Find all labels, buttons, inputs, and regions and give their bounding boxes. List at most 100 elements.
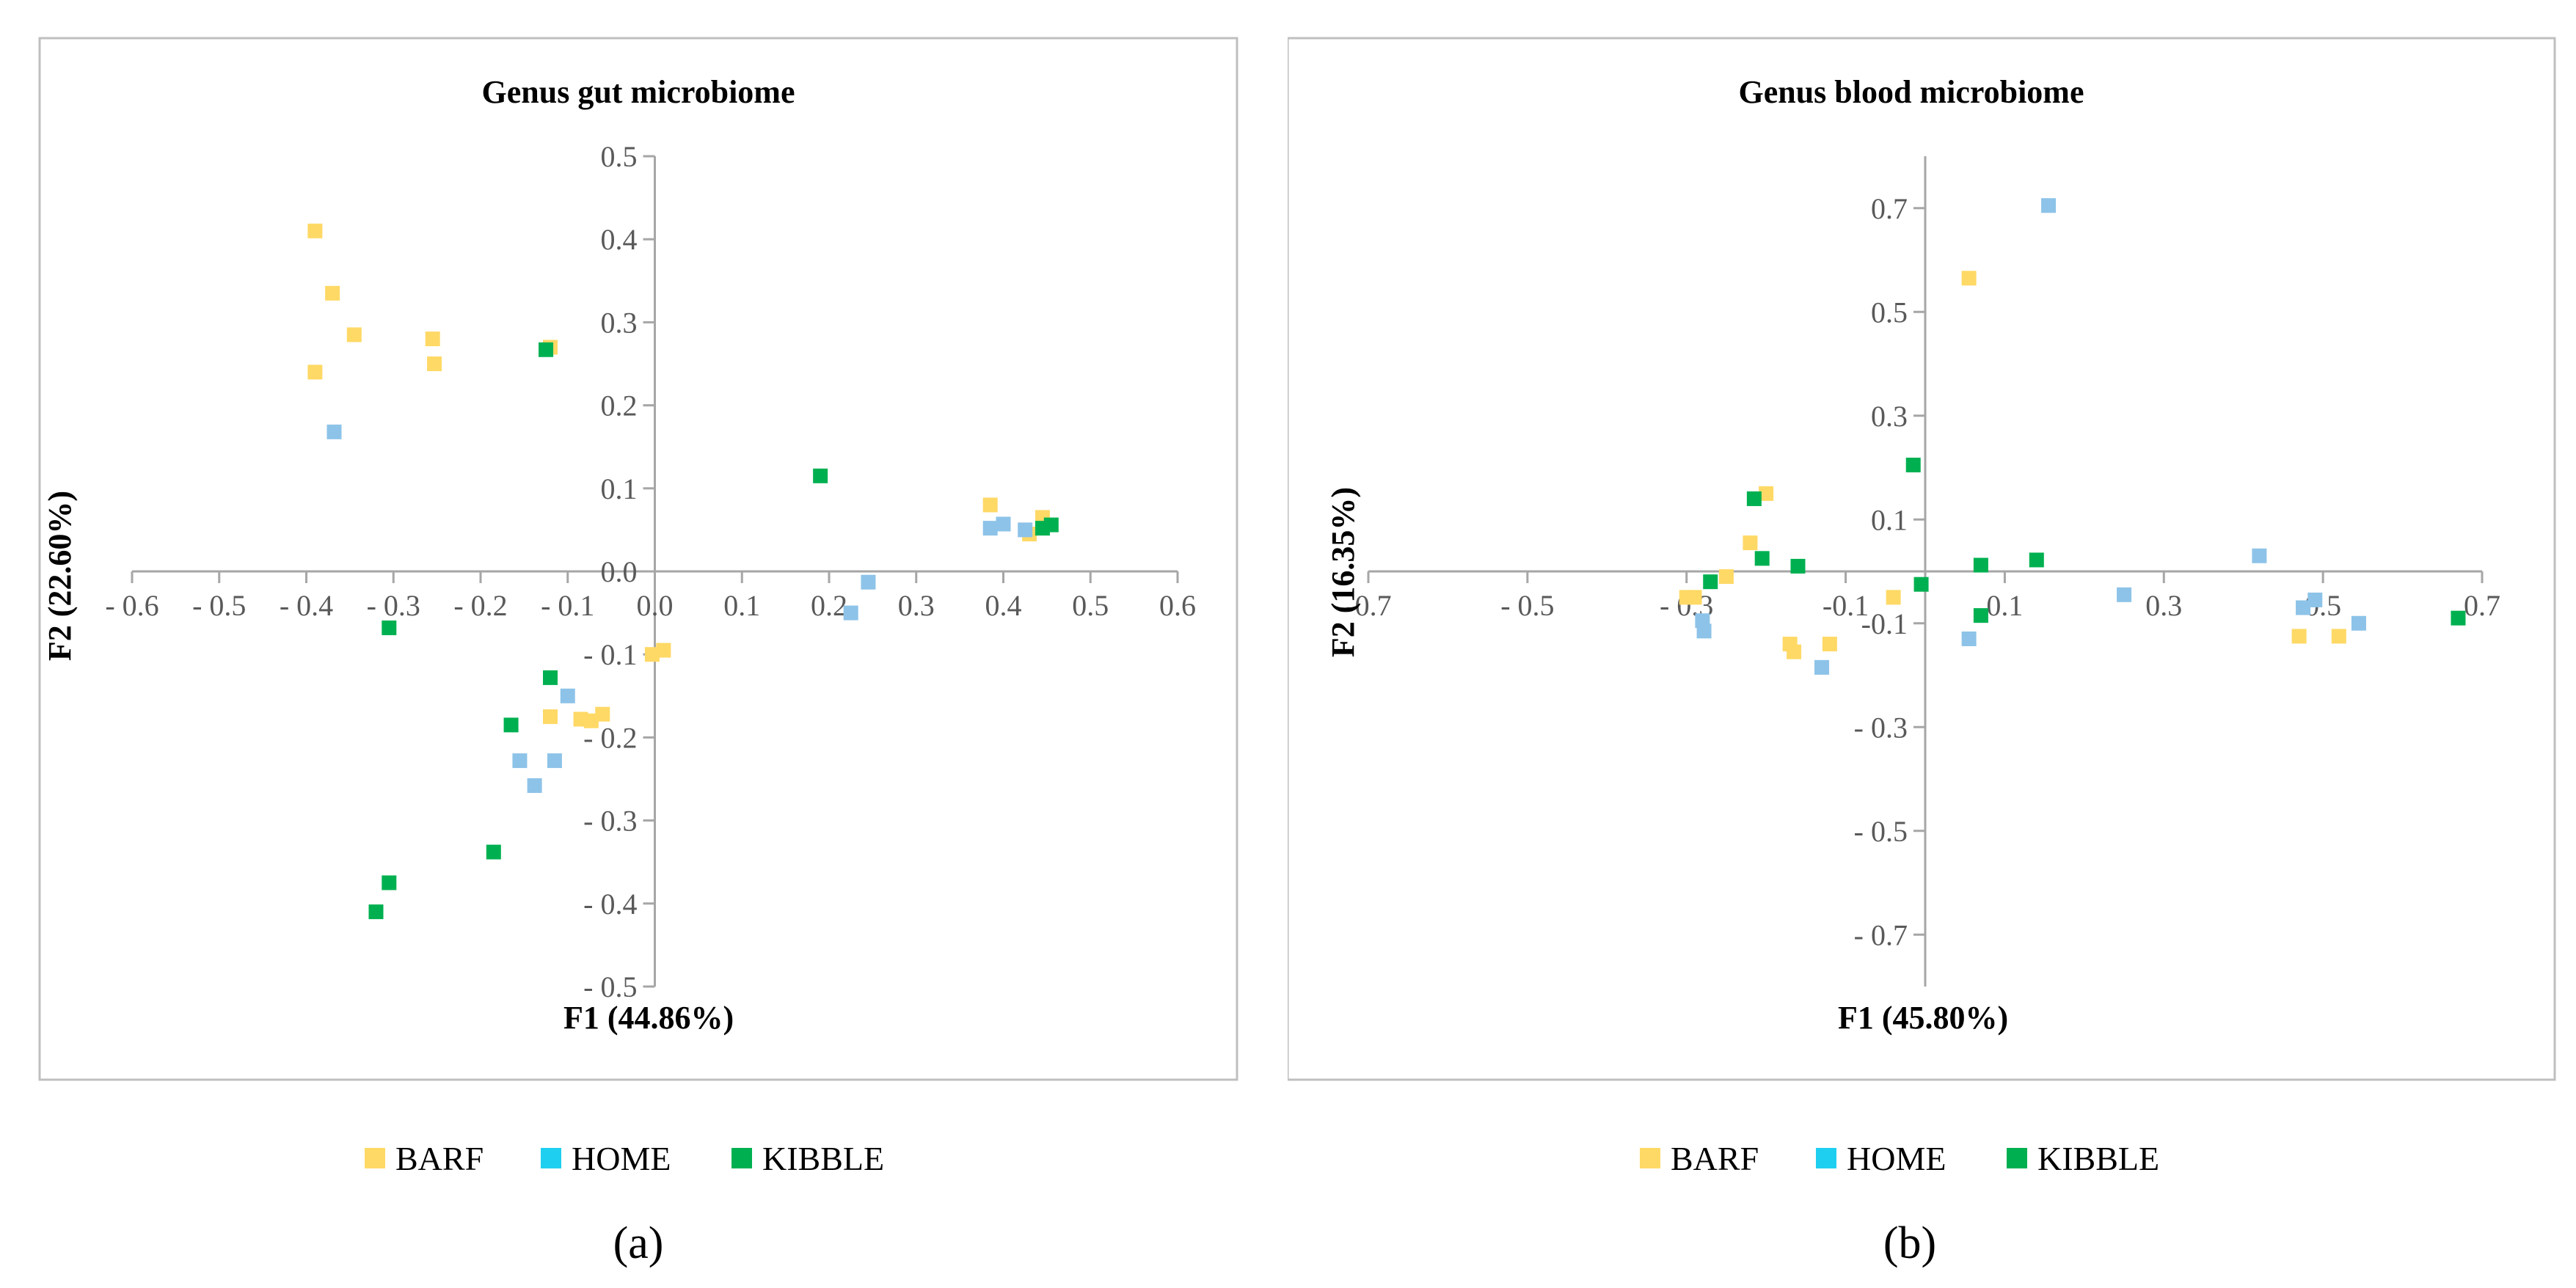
chart-title: Genus gut microbiome	[482, 74, 795, 110]
x-tick-label: 0.5	[1072, 589, 1109, 622]
point-kibble	[368, 904, 384, 920]
legend-swatch-kibble	[2007, 1148, 2027, 1168]
point-kibble	[486, 844, 501, 860]
point-kibble	[813, 468, 828, 483]
y-tick-labels: - 0.5- 0.4- 0.3- 0.2- 0.10.00.10.20.30.4…	[583, 140, 637, 1003]
point-barf	[346, 327, 362, 343]
point-kibble	[2029, 552, 2044, 568]
point-barf	[1759, 486, 1774, 501]
x-tick-label: - 0.2	[453, 589, 507, 622]
point-home	[2307, 592, 2323, 607]
y-tick-label: - 0.3	[583, 805, 637, 838]
point-home	[547, 753, 562, 769]
x-tick-label: - 0.5	[192, 589, 246, 622]
legend-swatch-kibble	[731, 1148, 752, 1168]
x-tick-label: -0.1	[1822, 589, 1869, 622]
x-tick-label: 0.7	[2464, 589, 2500, 622]
gut-chart-svg: Genus gut microbiome - 0.6 - 0.5 - 0.4 - 0.…	[38, 37, 1238, 1268]
point-barf	[2331, 629, 2346, 644]
legend-label-home: HOME	[572, 1140, 671, 1177]
point-home	[512, 753, 528, 769]
x-tick-label: 0.3	[898, 589, 935, 622]
y-tick-label: 0.3	[601, 306, 638, 339]
y-axis-title: F2 (16.35%)	[1325, 487, 1361, 657]
legend-label-kibble: KIBBLE	[762, 1140, 884, 1177]
panel-a: Genus gut microbiome - 0.6 - 0.5 - 0.4 - 0.…	[38, 37, 1238, 1268]
legend-swatch-barf	[365, 1148, 385, 1168]
point-kibble	[1790, 558, 1806, 574]
x-tick-label: - 0.6	[105, 589, 158, 622]
point-barf	[427, 356, 442, 371]
y-tick-label: - 0.5	[1854, 815, 1908, 848]
legend: BARF HOME KIBBLE	[365, 1140, 884, 1177]
point-home	[982, 521, 998, 536]
x-tick-label: - 0.4	[280, 589, 333, 622]
chart-title: Genus blood microbiome	[1738, 74, 2084, 110]
point-kibble	[1035, 521, 1050, 536]
y-tick-labels: - 0.7 - 0.5 - 0.3 -0.1 0.1 0.3 0.5 0.7	[1854, 192, 1908, 952]
y-tick-label: - 0.7	[1854, 918, 1908, 951]
point-home	[560, 688, 575, 703]
y-tick-label: - 0.3	[1854, 711, 1908, 744]
y-tick-label: 0.4	[601, 223, 638, 256]
point-kibble	[503, 717, 519, 733]
legend-swatch-home	[1816, 1148, 1836, 1168]
point-kibble	[382, 875, 397, 890]
x-tick-label: 0.1	[723, 589, 760, 622]
y-tick-label: 0.7	[1871, 192, 1908, 225]
point-home	[2296, 600, 2311, 615]
point-barf	[1787, 644, 1802, 659]
point-barf	[656, 643, 671, 658]
point-barf	[573, 711, 588, 727]
point-kibble	[1703, 574, 1718, 590]
panel-label: (b)	[1883, 1218, 1936, 1268]
x-tick-labels: - 0.6 - 0.5 - 0.4 - 0.3 - 0.2 - 0.1 0.0 0.1 0.2 0…	[105, 589, 1196, 622]
y-tick-label: 0.5	[601, 140, 638, 173]
panel-b: Genus blood microbiome -0.7 - 0.5 - 0.3 -0.…	[1288, 0, 2576, 1288]
legend-label-kibble: KIBBLE	[2037, 1140, 2159, 1177]
y-tick-label: 0.0	[601, 555, 638, 588]
x-tick-labels: -0.7- 0.5- 0.3 -0.1 0.1 0.3 0.5 0.7	[1345, 589, 2500, 622]
legend-label-barf: BARF	[395, 1140, 484, 1177]
point-barf	[982, 497, 998, 513]
y-tick-label: - 0.4	[583, 888, 637, 921]
chart-border	[38, 37, 1238, 1081]
point-barf	[1961, 271, 1977, 286]
point-home	[2041, 198, 2057, 213]
point-kibble	[1973, 608, 1988, 623]
legend-label-barf: BARF	[1671, 1140, 1759, 1177]
point-home	[996, 516, 1011, 532]
point-kibble	[1746, 491, 1762, 506]
point-barf	[1743, 535, 1758, 551]
point-barf	[307, 223, 323, 238]
axes	[131, 155, 1179, 988]
legend-swatch-home	[541, 1148, 561, 1168]
y-tick-label: - 0.5	[583, 970, 637, 1003]
point-home	[326, 424, 342, 439]
y-tick-label: -0.1	[1861, 607, 1908, 640]
point-home	[2351, 615, 2366, 631]
point-barf	[595, 706, 610, 722]
x-tick-label: - 0.5	[1500, 589, 1554, 622]
point-kibble	[382, 620, 397, 635]
x-tick-label: 0.6	[1159, 589, 1196, 622]
point-home	[843, 605, 858, 621]
point-barf	[425, 332, 440, 347]
y-tick-label: 0.2	[601, 389, 638, 422]
point-kibble	[2451, 610, 2466, 626]
point-kibble	[1913, 577, 1929, 592]
blood-chart-svg: Genus blood microbiome -0.7 - 0.5 - 0.3 -0.…	[1288, 37, 2556, 1268]
x-axis-title: F1 (45.80%)	[1838, 1000, 2008, 1036]
x-tick-label: 0.1	[1986, 589, 2023, 622]
data-points	[1679, 198, 2466, 675]
point-home	[1696, 623, 1712, 639]
point-barf	[1718, 569, 1734, 585]
point-kibble	[1973, 557, 1988, 573]
x-tick-label: - 0.1	[541, 589, 594, 622]
legend: BARF HOME KIBBLE	[1640, 1140, 2159, 1177]
legend-label-home: HOME	[1847, 1140, 1946, 1177]
x-tick-label: -0.7	[1345, 589, 1391, 622]
point-barf	[1886, 590, 1901, 605]
point-barf	[543, 709, 558, 725]
panel-label: (a)	[613, 1218, 664, 1268]
